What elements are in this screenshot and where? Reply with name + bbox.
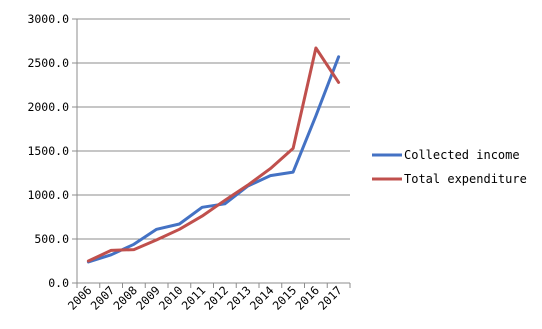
data-point (223, 199, 226, 202)
data-point (110, 253, 113, 256)
data-point (269, 174, 272, 177)
x-tick-label: 2015 (270, 283, 299, 312)
x-tick-label: 2016 (293, 283, 323, 313)
data-point (178, 223, 181, 226)
x-tick-label: 2006 (65, 283, 95, 313)
data-point (201, 215, 204, 218)
legend-item: Collected income (372, 148, 520, 162)
x-tick-label: 2014 (247, 283, 277, 313)
series-line-total-expenditure (86, 46, 341, 263)
data-point (178, 228, 181, 231)
data-point (155, 238, 158, 241)
x-tick-label: 2011 (179, 283, 209, 313)
data-point (87, 260, 90, 263)
data-point (337, 55, 340, 58)
x-tick-label: 2009 (133, 283, 163, 313)
x-axis-ticks: 2006200720082009201020112012201320142015… (65, 283, 351, 313)
y-tick-label: 1500.0 (27, 144, 69, 158)
data-point (337, 81, 340, 84)
data-point (132, 243, 135, 246)
series-lines (86, 46, 341, 264)
data-point (201, 206, 204, 209)
legend-label: Total expenditure (404, 172, 527, 186)
gridlines (77, 18, 350, 240)
x-tick-label: 2007 (88, 283, 118, 313)
y-tick-label: 1000.0 (27, 188, 69, 202)
x-tick-label: 2013 (224, 283, 254, 313)
y-tick-label: 2500.0 (27, 56, 69, 70)
legend: Collected income Total expenditure (372, 148, 527, 186)
legend-label: Collected income (404, 148, 520, 162)
y-tick-label: 0.0 (48, 276, 69, 290)
data-point (246, 184, 249, 187)
data-point (155, 228, 158, 231)
x-tick-label: 2017 (315, 283, 345, 313)
y-tick-label: 2000.0 (27, 100, 69, 114)
data-point (314, 47, 317, 50)
data-point (314, 114, 317, 117)
data-point (292, 171, 295, 174)
y-axis-ticks: 0.0 500.0 1000.0 1500.0 2000.0 2500.0 3000.0 (27, 12, 77, 290)
x-tick-label: 2010 (156, 283, 186, 313)
x-tick-label: 2012 (202, 283, 231, 312)
y-tick-label: 3000.0 (27, 12, 69, 26)
data-point (110, 249, 113, 252)
x-tick-label: 2008 (111, 283, 141, 313)
data-point (132, 248, 135, 251)
y-tick-label: 500.0 (34, 232, 69, 246)
series-line-collected-income (86, 55, 341, 264)
data-point (292, 147, 295, 150)
data-point (269, 167, 272, 170)
legend-item: Total expenditure (372, 172, 527, 186)
